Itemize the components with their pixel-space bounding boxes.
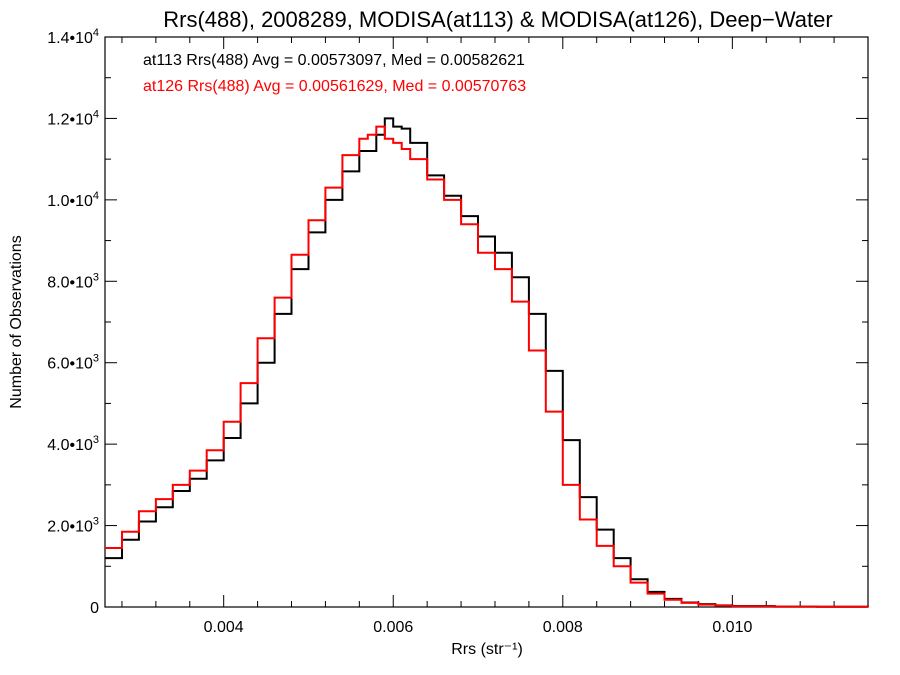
y-tick-mantissa: 0 xyxy=(90,600,99,617)
y-tick-label: 8.0•103 xyxy=(47,271,99,291)
y-tick-mantissa: 8.0•10 xyxy=(47,274,93,291)
y-tick-mantissa: 1.2•10 xyxy=(47,111,93,128)
y-tick-exponent: 3 xyxy=(93,271,99,283)
y-axis-ticks: 02.0•1034.0•1036.0•1038.0•1031.0•1041.2•… xyxy=(47,27,868,617)
annotation-at126: at126 Rrs(488) Avg = 0.00561629, Med = 0… xyxy=(143,78,526,95)
x-axis-ticks: 0.004 0.006 0.008 0.010 xyxy=(121,37,869,636)
y-tick-mantissa: 1.4•10 xyxy=(47,30,93,47)
y-tick-exponent: 3 xyxy=(93,353,99,365)
x-axis-label: Rrs (str⁻¹) xyxy=(451,641,523,658)
series-layer xyxy=(105,117,869,608)
y-tick-mantissa: 2.0•10 xyxy=(47,519,93,536)
y-tick-label: 1.0•104 xyxy=(47,190,99,210)
x-tick-label: 0.006 xyxy=(373,619,413,636)
series-at126-line xyxy=(105,125,869,608)
plot-frame xyxy=(104,36,869,608)
chart-title: Rrs(488), 2008289, MODISA(at113) & MODIS… xyxy=(163,7,832,32)
y-tick-mantissa: 6.0•10 xyxy=(47,356,93,373)
y-tick-exponent: 4 xyxy=(93,190,99,202)
x-tick-label: 0.004 xyxy=(204,619,244,636)
y-tick-label: 1.2•104 xyxy=(47,108,99,128)
y-tick-label: 4.0•103 xyxy=(47,434,99,454)
x-tick-label: 0.010 xyxy=(712,619,752,636)
y-tick-exponent: 4 xyxy=(93,108,99,120)
y-tick-exponent: 3 xyxy=(93,434,99,446)
series-at113-line xyxy=(105,117,869,608)
y-tick-label: 0 xyxy=(90,600,99,617)
annotation-at113: at113 Rrs(488) Avg = 0.00573097, Med = 0… xyxy=(143,52,525,69)
y-tick-label: 6.0•103 xyxy=(47,353,99,373)
y-tick-exponent: 3 xyxy=(93,516,99,528)
y-tick-label: 2.0•103 xyxy=(47,516,99,536)
y-axis-label: Number of Observations xyxy=(8,235,25,408)
y-tick-label: 1.4•104 xyxy=(47,27,99,47)
x-tick-label: 0.008 xyxy=(543,619,583,636)
y-tick-mantissa: 4.0•10 xyxy=(47,437,93,454)
y-tick-mantissa: 1.0•10 xyxy=(47,193,93,210)
y-tick-exponent: 4 xyxy=(93,27,99,39)
